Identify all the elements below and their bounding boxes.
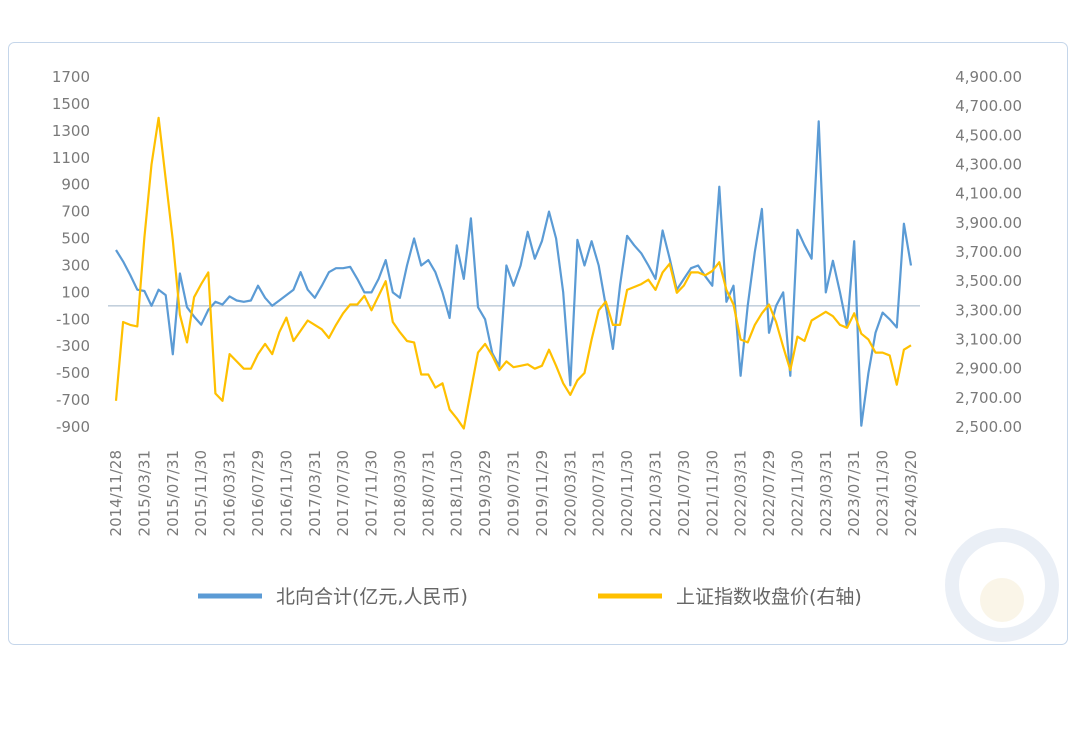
y-tick-label: 1100	[52, 149, 90, 167]
y2-tick-label: 4,300.00	[955, 156, 1022, 174]
y-tick-label: 700	[61, 203, 90, 221]
data-line	[114, 116, 912, 430]
x-tick-label: 2014/11/28	[107, 450, 125, 536]
x-tick-label: 2020/11/30	[618, 450, 636, 536]
y2-tick-label: 3,500.00	[955, 272, 1022, 290]
x-tick-label: 2016/07/29	[249, 450, 267, 536]
x-tick-label: 2015/11/30	[192, 450, 210, 536]
x-tick-label: 2022/03/31	[732, 450, 750, 536]
x-tick-label: 2019/11/29	[533, 450, 551, 536]
y-tick-label: -700	[56, 391, 90, 409]
legend-label: 北向合计(亿元,人民币)	[276, 586, 468, 608]
x-tick-label: 2022/11/30	[788, 450, 806, 536]
x-tick-label: 2021/03/31	[646, 450, 664, 536]
x-tick-label: 2018/11/30	[448, 450, 466, 536]
x-tick-label: 2018/03/30	[391, 450, 409, 536]
x-tick-label: 2020/03/31	[561, 450, 579, 536]
x-tick-label: 2018/07/31	[419, 450, 437, 536]
y-tick-label: 500	[61, 230, 90, 248]
x-tick-label: 2017/03/31	[306, 450, 324, 536]
y-tick-label: 1300	[52, 122, 90, 140]
y2-tick-label: 2,700.00	[955, 389, 1022, 407]
y2-tick-label: 4,700.00	[955, 97, 1022, 115]
y2-tick-label: 3,900.00	[955, 214, 1022, 232]
y-tick-label: -900	[56, 418, 90, 436]
x-tick-label: 2016/11/30	[277, 450, 295, 536]
y-tick-label: -300	[56, 337, 90, 355]
x-tick-label: 2020/07/31	[590, 450, 608, 536]
x-tick-label: 2016/03/31	[221, 450, 239, 536]
y-tick-label: -500	[56, 364, 90, 382]
x-tick-label: 2015/03/31	[135, 450, 153, 536]
y-tick-label: 1500	[52, 95, 90, 113]
y-tick-label: 1700	[52, 68, 90, 86]
x-tick-label: 2023/07/31	[845, 450, 863, 536]
y2-tick-label: 4,500.00	[955, 126, 1022, 144]
x-tick-label: 2021/11/30	[703, 450, 721, 536]
x-tick-label: 2023/03/31	[817, 450, 835, 536]
y2-tick-label: 3,100.00	[955, 331, 1022, 349]
x-tick-label: 2023/11/30	[874, 450, 892, 536]
data-line	[115, 120, 913, 427]
y2-tick-label: 2,900.00	[955, 360, 1022, 378]
x-tick-label: 2015/07/31	[164, 450, 182, 536]
legend-label: 上证指数收盘价(右轴)	[676, 586, 862, 608]
x-tick-label: 2019/03/29	[476, 450, 494, 536]
x-tick-label: 2022/07/29	[760, 450, 778, 536]
y2-tick-label: 2,500.00	[955, 418, 1022, 436]
y-tick-label: -100	[56, 310, 90, 328]
chart-frame	[8, 42, 1068, 645]
y-tick-label: 100	[61, 283, 90, 301]
y2-tick-label: 3,700.00	[955, 243, 1022, 261]
watermark	[945, 528, 1059, 642]
y-tick-label: 900	[61, 176, 90, 194]
y2-tick-label: 4,900.00	[955, 68, 1022, 86]
y2-tick-label: 3,300.00	[955, 301, 1022, 319]
y-tick-label: 300	[61, 256, 90, 274]
x-tick-label: 2024/03/20	[902, 450, 920, 536]
x-tick-label: 2017/11/30	[363, 450, 381, 536]
x-tick-label: 2021/07/30	[675, 450, 693, 536]
x-tick-label: 2017/07/30	[334, 450, 352, 536]
y2-tick-label: 4,100.00	[955, 185, 1022, 203]
x-tick-label: 2019/07/31	[505, 450, 523, 536]
